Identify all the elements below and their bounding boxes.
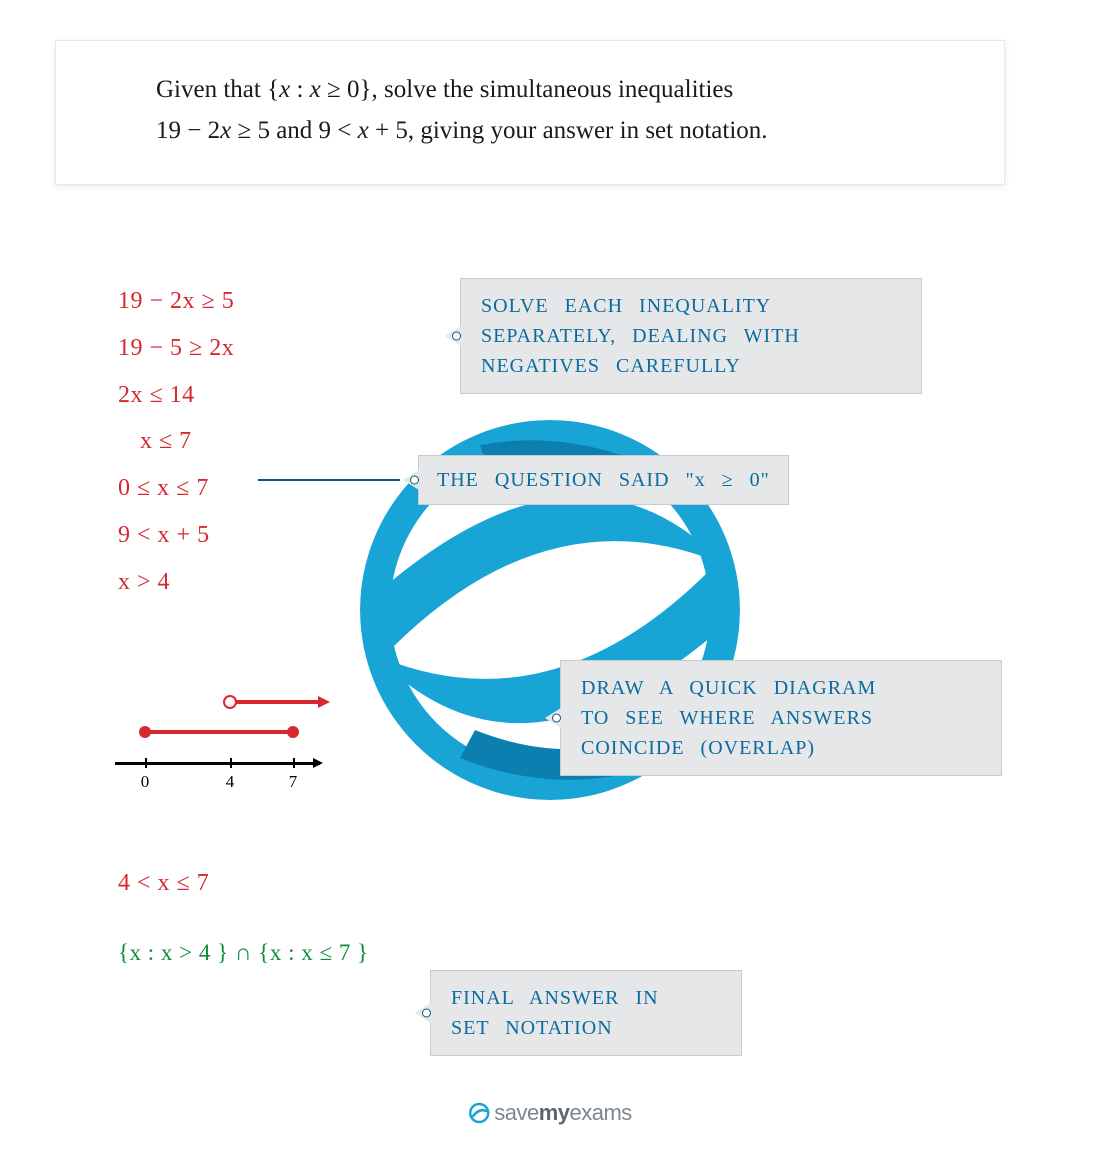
note-draw-diagram: DRAW A QUICK DIAGRAM TO SEE WHERE ANSWER… bbox=[560, 660, 1002, 776]
step-5: 0 ≤ x ≤ 7 bbox=[118, 465, 234, 512]
label-7: 7 bbox=[289, 772, 298, 792]
step-6: 9 < x + 5 bbox=[118, 512, 234, 559]
step-2: 19 − 5 ≥ 2x bbox=[118, 325, 234, 372]
dot-7-closed bbox=[287, 726, 299, 738]
step-8: 4 < x ≤ 7 bbox=[118, 870, 209, 897]
leader-note2 bbox=[258, 479, 400, 481]
question-panel: Given that {x : x ≥ 0}, solve the simult… bbox=[55, 40, 1005, 185]
label-0: 0 bbox=[141, 772, 150, 792]
workings-block-1: 19 − 2x ≥ 5 19 − 5 ≥ 2x 2x ≤ 14 x ≤ 7 0 … bbox=[118, 278, 234, 606]
step-1: 19 − 2x ≥ 5 bbox=[118, 278, 234, 325]
note-question-said: THE QUESTION SAID "x ≥ 0" bbox=[418, 455, 789, 505]
ray-arrowhead bbox=[318, 696, 330, 708]
segment-open-ray bbox=[230, 700, 320, 704]
tick-4 bbox=[230, 758, 232, 768]
segment-closed bbox=[145, 730, 293, 734]
step-3: 2x ≤ 14 bbox=[118, 372, 234, 419]
label-4: 4 bbox=[226, 772, 235, 792]
final-answer: {x : x > 4 } ∩ {x : x ≤ 7 } bbox=[118, 940, 369, 966]
dot-4-open bbox=[223, 695, 237, 709]
note-solve-each: SOLVE EACH INEQUALITY SEPARATELY, DEALIN… bbox=[460, 278, 922, 394]
step-4: x ≤ 7 bbox=[118, 418, 234, 465]
tick-7 bbox=[293, 758, 295, 768]
q-text: Given that { bbox=[156, 76, 279, 103]
number-line-diagram: 0 4 7 bbox=[115, 672, 335, 772]
step-7: x > 4 bbox=[118, 559, 234, 606]
dot-0-closed bbox=[139, 726, 151, 738]
note-final: FINAL ANSWER IN SET NOTATION bbox=[430, 970, 742, 1056]
question-text: Given that {x : x ≥ 0}, solve the simult… bbox=[156, 69, 969, 152]
footer-swoosh-icon bbox=[468, 1102, 490, 1130]
tick-0 bbox=[145, 758, 147, 768]
footer-logo: savemyexams bbox=[468, 1100, 632, 1130]
